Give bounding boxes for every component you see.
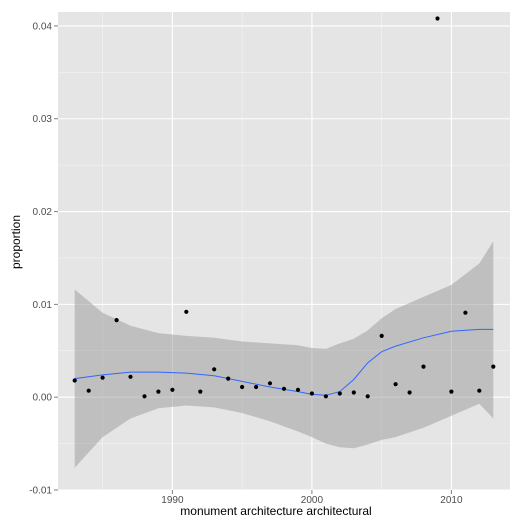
data-point: [212, 367, 217, 372]
data-point: [114, 318, 119, 323]
x-tick-label: 2010: [440, 495, 463, 506]
smooth-line: [74, 328, 494, 396]
y-axis-ticks: -0.01 0.00 0.01 0.02 0.03 0.04: [29, 21, 58, 497]
y-axis-title: proportion: [9, 215, 23, 269]
x-tick-label: 2000: [301, 495, 324, 506]
y-tick-label: 0.03: [33, 114, 53, 125]
data-point: [295, 387, 301, 392]
data-point: [156, 389, 161, 394]
data-point: [267, 381, 273, 386]
y-tick-label: 0.01: [33, 300, 53, 311]
data-points: [72, 16, 496, 399]
data-point: [323, 394, 328, 399]
data-point: [407, 390, 412, 395]
data-point: [198, 389, 203, 394]
data-point: [477, 388, 482, 393]
data-point: [309, 391, 314, 396]
data-point: [128, 374, 133, 379]
data-point: [449, 389, 454, 394]
data-point: [100, 375, 105, 380]
data-point: [421, 364, 426, 369]
data-point: [393, 382, 398, 387]
y-tick-label: 0.02: [33, 207, 53, 218]
x-axis-title: monument architecture architectural: [180, 504, 371, 518]
y-tick-label: -0.01: [29, 486, 52, 497]
grid-minor: [58, 12, 510, 490]
data-point: [463, 310, 468, 315]
data-point: [86, 388, 91, 393]
y-tick-label: 0.04: [33, 21, 53, 32]
data-point: [337, 391, 342, 396]
data-point: [226, 376, 231, 381]
data-point: [72, 378, 77, 383]
x-tick-label: 1990: [161, 495, 184, 506]
confidence-ribbon: [74, 241, 494, 468]
data-point: [281, 386, 287, 391]
data-point: [240, 384, 245, 390]
y-tick-label: 0.00: [33, 393, 53, 404]
data-point: [365, 394, 370, 399]
data-point: [491, 364, 496, 369]
data-point: [351, 390, 356, 395]
data-point: [142, 394, 147, 399]
data-point: [435, 16, 440, 21]
x-axis-ticks: 1990 2000 2010: [161, 490, 463, 506]
data-point: [254, 384, 259, 390]
data-point: [184, 309, 189, 314]
data-point: [170, 387, 175, 392]
data-point: [379, 333, 384, 338]
